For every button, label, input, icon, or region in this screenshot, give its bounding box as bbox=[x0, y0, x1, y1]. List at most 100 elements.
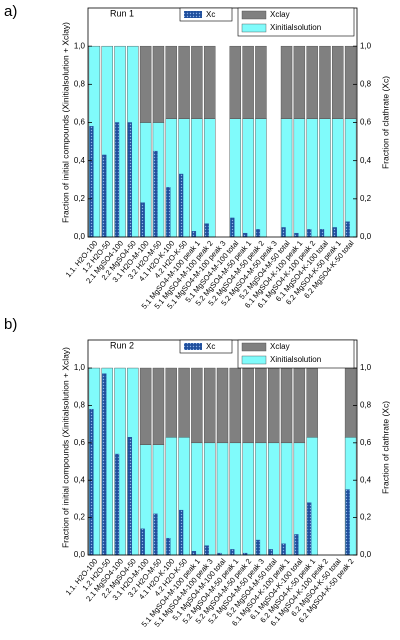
y2-tick-label: 0,0 bbox=[360, 232, 372, 241]
xc-bar bbox=[281, 543, 286, 556]
panel-label: a) bbox=[4, 3, 17, 20]
bar-segment bbox=[191, 45, 203, 119]
bar-segment bbox=[229, 442, 242, 556]
xc-bar bbox=[204, 223, 209, 238]
legend-label: Xinitialsolution bbox=[270, 23, 321, 32]
xc-bar bbox=[89, 408, 94, 556]
legend-swatch bbox=[241, 23, 267, 33]
y2-tick-label: 0,8 bbox=[360, 401, 372, 410]
bar-segment bbox=[152, 45, 165, 123]
xc-bar bbox=[294, 232, 299, 238]
legend-label: Xinitialsolution bbox=[270, 355, 321, 364]
bar-segment bbox=[242, 367, 254, 444]
legend-label: Xclay bbox=[270, 342, 290, 351]
bar-segment bbox=[242, 45, 254, 119]
xc-bar bbox=[345, 221, 350, 238]
bar-segment bbox=[178, 45, 190, 119]
xc-bar bbox=[255, 539, 261, 556]
bar-segment bbox=[191, 442, 203, 556]
bar-segment bbox=[344, 367, 357, 438]
y2-tick-label: 0,4 bbox=[360, 156, 372, 165]
y-axis-label: Fraction of initial compounds (Xinitials… bbox=[60, 347, 70, 548]
xc-bar bbox=[127, 437, 133, 556]
bar-segment bbox=[165, 45, 177, 119]
xc-bar bbox=[191, 231, 197, 238]
bar-segment bbox=[306, 367, 318, 438]
y-tick-label: 0,0 bbox=[74, 232, 86, 241]
legend-label: Xc bbox=[206, 10, 215, 19]
xc-bar bbox=[345, 489, 350, 556]
xc-bar bbox=[230, 217, 235, 238]
y-tick-label: 0,0 bbox=[74, 550, 86, 559]
xc-bar bbox=[332, 227, 337, 238]
y2-tick-label: 0,2 bbox=[360, 513, 372, 522]
bar-segment bbox=[191, 118, 203, 238]
bar-segment bbox=[293, 118, 306, 238]
xc-bar bbox=[243, 232, 248, 238]
panel-label: b) bbox=[4, 316, 17, 333]
xc-bar bbox=[89, 126, 94, 238]
xc-bar bbox=[179, 509, 184, 556]
bar-segment bbox=[178, 367, 190, 438]
bar-segment bbox=[255, 45, 267, 119]
xc-bar bbox=[230, 549, 235, 556]
bar-segment bbox=[332, 118, 344, 238]
legend-swatch bbox=[184, 11, 202, 18]
y2-tick-label: 0,6 bbox=[360, 118, 372, 127]
bar-segment bbox=[319, 118, 331, 238]
bar-segment bbox=[268, 442, 280, 556]
xc-bar bbox=[166, 537, 171, 556]
bar-segment bbox=[229, 367, 242, 444]
y-axis-label: Fraction of initial compounds (Xinitials… bbox=[60, 22, 70, 223]
xc-bar bbox=[281, 227, 286, 238]
y2-axis-label: Fraction of clathrate (Xc) bbox=[380, 401, 390, 494]
legend-label: Xc bbox=[206, 342, 215, 351]
bar-segment bbox=[319, 45, 331, 119]
xc-bar bbox=[127, 122, 133, 238]
xc-bar bbox=[153, 150, 158, 238]
bar-segment bbox=[293, 367, 306, 444]
bar-segment bbox=[165, 437, 177, 556]
xc-bar bbox=[191, 551, 197, 556]
bar-segment bbox=[280, 367, 293, 444]
legend-swatch bbox=[241, 342, 267, 352]
bar-segment bbox=[242, 442, 254, 556]
y2-tick-label: 0,8 bbox=[360, 79, 372, 88]
y-tick-label: 0,8 bbox=[74, 79, 86, 88]
xc-bar bbox=[114, 453, 120, 556]
bar-segment bbox=[255, 442, 267, 556]
xc-bar bbox=[102, 154, 107, 238]
y-tick-label: 0,2 bbox=[74, 513, 86, 522]
bar-segment bbox=[268, 367, 280, 444]
bar-segment bbox=[293, 45, 306, 119]
y2-tick-label: 0,6 bbox=[360, 438, 372, 447]
xc-bar bbox=[140, 528, 145, 556]
bar-segment bbox=[139, 367, 152, 445]
xc-bar bbox=[307, 502, 312, 556]
bar-segment bbox=[255, 118, 267, 238]
bar-segment bbox=[165, 367, 177, 438]
bar-segment bbox=[191, 367, 203, 444]
bar-segment bbox=[242, 118, 254, 238]
xc-bar bbox=[114, 122, 120, 238]
bar-segment bbox=[203, 367, 216, 444]
y2-axis-label: Fraction of clathrate (Xc) bbox=[380, 76, 390, 169]
y2-tick-label: 0,4 bbox=[360, 475, 372, 484]
bar-segment bbox=[203, 45, 216, 119]
xc-bar bbox=[294, 534, 299, 556]
bar-segment bbox=[280, 45, 293, 119]
bar-segment bbox=[216, 367, 229, 444]
bar-segment bbox=[280, 118, 293, 238]
y-tick-label: 0,4 bbox=[74, 475, 86, 484]
y2-tick-label: 0,2 bbox=[360, 194, 372, 203]
bar-segment bbox=[280, 442, 293, 556]
bar-segment bbox=[203, 118, 216, 238]
bar-segment bbox=[306, 118, 318, 238]
bar-segment bbox=[229, 45, 242, 119]
y2-tick-label: 0,0 bbox=[360, 550, 372, 559]
bar-segment bbox=[332, 45, 344, 119]
xc-bar bbox=[166, 187, 171, 238]
bar-segment bbox=[344, 45, 357, 119]
xc-bar bbox=[102, 373, 107, 556]
y2-tick-label: 1,0 bbox=[360, 363, 372, 372]
